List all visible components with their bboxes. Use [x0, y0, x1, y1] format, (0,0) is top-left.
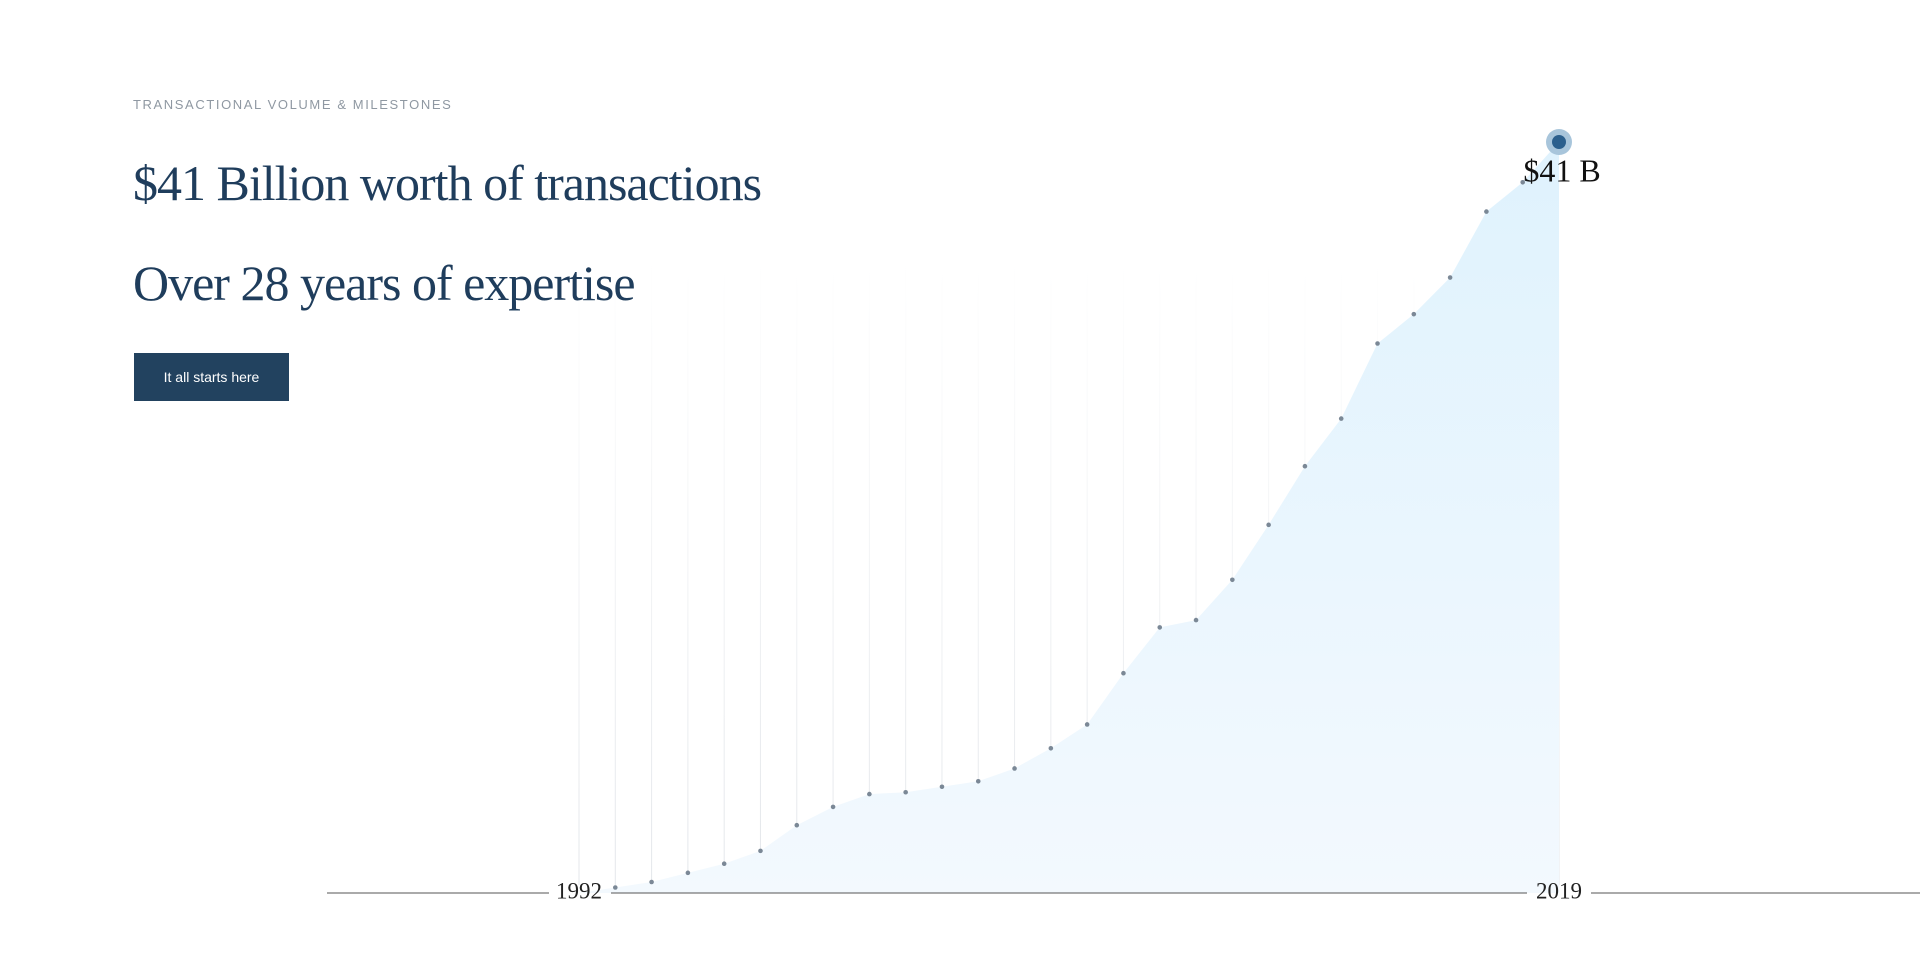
data-point: [1193, 617, 1199, 623]
data-point: [1447, 275, 1453, 280]
headline: $41 Billion worth of transactions: [133, 155, 762, 211]
data-point: [758, 848, 763, 854]
data-point: [903, 789, 908, 795]
data-point: [1302, 463, 1308, 469]
data-point: [867, 791, 872, 797]
eyebrow: TRANSACTIONAL VOLUME & MILESTONES: [133, 97, 453, 112]
data-point: [1048, 745, 1054, 751]
data-point: [830, 804, 836, 810]
data-point: [1230, 577, 1235, 583]
data-point: [939, 784, 945, 790]
data-point: [794, 822, 800, 828]
data-point: [612, 885, 618, 890]
cta-button[interactable]: It all starts here: [134, 353, 289, 401]
data-point: [1121, 670, 1126, 676]
data-label: $41 B: [1523, 152, 1600, 188]
data-point: [1411, 311, 1417, 317]
data-point: [1084, 722, 1090, 727]
data-point: [685, 870, 691, 876]
data-point: [1520, 179, 1526, 185]
data-point: [1012, 766, 1017, 771]
data-point: [1338, 416, 1344, 421]
data-point: [649, 879, 654, 885]
subheadline: Over 28 years of expertise: [133, 255, 636, 311]
data-point: [975, 778, 981, 784]
x-tick-label: 2019: [1536, 878, 1582, 903]
data-point: [1157, 625, 1163, 630]
highlight-point: [1552, 135, 1566, 149]
data-point: [1266, 522, 1271, 528]
data-point: [721, 861, 727, 866]
data-point: [1484, 209, 1489, 214]
area: [579, 142, 1559, 893]
x-tick-label: 1992: [556, 878, 602, 903]
data-point: [1375, 341, 1380, 346]
